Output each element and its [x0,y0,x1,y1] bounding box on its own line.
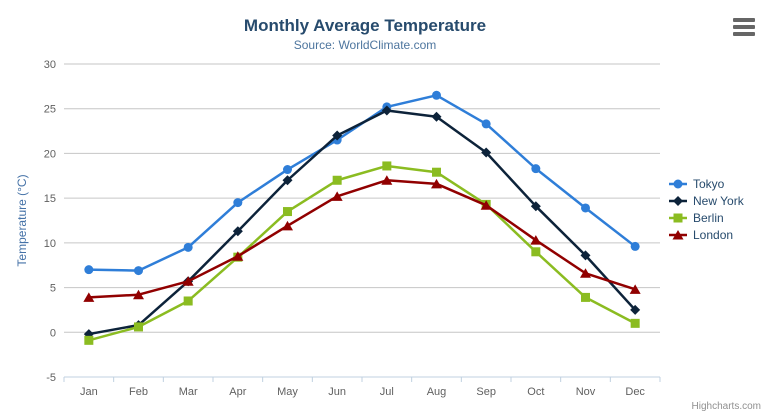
y-axis-label: 20 [44,148,56,160]
line-diamond-marker-icon [669,196,687,206]
data-point-berlin [382,161,392,171]
data-point-berlin [630,318,640,328]
export-menu-button[interactable] [731,16,757,40]
legend-label: New York [693,194,744,208]
data-point-new-york [332,130,343,141]
circle-icon [673,179,683,189]
y-axis-label: 10 [44,238,56,250]
data-point-london [480,200,492,210]
line-triangle-marker-icon [669,230,687,240]
data-point-tokyo [233,198,243,208]
x-axis-label: Jun [328,386,346,398]
data-point-london [530,235,542,245]
x-axis-label: Jul [380,386,394,398]
data-point-london [629,284,641,294]
data-point-tokyo [630,241,640,251]
triangle-icon [672,230,684,240]
y-axis-label: 15 [44,193,56,205]
data-point-london [282,220,293,231]
y-axis-label: 0 [50,327,56,339]
highcharts-credits-link[interactable]: Highcharts.com [691,401,761,412]
data-point-london [232,251,244,261]
data-point-london [83,292,95,302]
data-point-berlin [283,207,292,217]
legend-label: Tokyo [693,177,725,191]
data-point-new-york [282,175,293,186]
data-point-tokyo [84,265,94,275]
chart-subtitle: Source: WorldClimate.com [293,38,437,52]
x-axis-label: Jan [80,386,98,398]
hamburger-icon [733,18,755,36]
data-point-london [431,178,442,189]
diamond-icon [673,196,683,206]
data-point-new-york [431,111,442,122]
data-point-london [133,289,144,300]
legend-label: London [693,228,734,242]
chart-title: Monthly Average Temperature [243,16,487,35]
x-axis-label: Feb [129,386,148,398]
data-point-tokyo [432,90,441,100]
legend-item-london[interactable]: London [668,227,768,243]
data-point-london [182,276,194,286]
series-line-berlin[interactable] [88,164,636,342]
data-point-tokyo [481,119,491,129]
data-point-new-york [232,226,243,237]
x-axis-label: Oct [527,386,544,398]
legend-item-tokyo[interactable]: Tokyo [668,176,768,192]
legend-item-berlin[interactable]: Berlin [668,210,768,226]
series-line-tokyo[interactable] [88,94,636,272]
x-axis-label: Nov [576,386,596,398]
data-point-berlin [183,296,193,306]
data-point-berlin [332,175,342,185]
line-square-marker-icon [669,213,687,223]
data-point-berlin [581,292,590,302]
y-axis-label: 25 [44,104,56,116]
series-line-new-york[interactable] [88,109,637,336]
data-point-london [381,175,393,185]
x-axis-label: Sep [476,386,496,398]
data-point-berlin [84,335,94,345]
data-point-london [580,268,591,278]
data-point-tokyo [283,165,292,175]
y-axis-label: -5 [46,372,56,384]
data-point-berlin [531,247,541,257]
x-axis-label: May [277,386,298,398]
data-point-berlin [134,322,143,332]
data-point-new-york [381,105,392,116]
data-point-new-york [530,201,541,212]
legend-label: Berlin [693,211,724,225]
legend: Tokyo New York Berlin London [668,176,768,244]
data-point-new-york [481,147,492,158]
x-axis-label: Dec [625,386,645,398]
y-axis-label: 30 [44,59,56,71]
series-line-london[interactable] [88,179,636,299]
data-point-new-york [580,250,591,261]
data-point-tokyo [134,266,143,276]
data-point-new-york [630,304,641,315]
x-axis-label: Aug [427,386,447,398]
y-axis-title: Temperature (°C) [15,174,29,266]
data-point-london [331,191,343,201]
data-point-berlin [432,167,441,177]
data-point-tokyo [531,164,541,174]
legend-item-new-york[interactable]: New York [668,193,768,209]
data-point-tokyo [581,203,590,213]
y-axis-label: 5 [50,283,56,295]
data-point-tokyo [183,242,193,252]
square-icon [673,213,683,223]
line-circle-marker-icon [669,179,687,189]
x-axis-label: Apr [229,386,246,398]
x-axis-label: Mar [179,386,198,398]
